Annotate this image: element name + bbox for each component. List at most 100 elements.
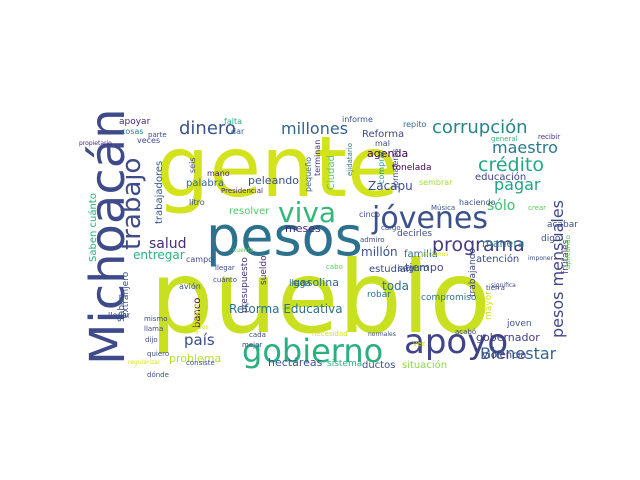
word-120: cuenta	[233, 247, 254, 254]
word-23: agenda	[367, 147, 408, 160]
word-67: cosas	[121, 127, 144, 136]
word-108: normales	[368, 331, 396, 338]
word-52: extranjero	[121, 271, 131, 318]
word-71: repito	[403, 120, 426, 129]
word-3: pesos	[206, 205, 363, 268]
word-4: jóvenes	[371, 201, 488, 236]
word-47: Ciudad	[326, 155, 337, 190]
word-85: parte	[148, 131, 167, 139]
word-102: cabo	[326, 263, 343, 271]
word-55: sueldo	[259, 255, 269, 285]
word-50: trabajadores	[154, 161, 165, 224]
word-118: personas	[421, 251, 448, 258]
word-65: seguro	[398, 264, 429, 274]
word-54: presupuesto	[240, 257, 250, 313]
word-40: sistema	[327, 359, 362, 369]
word-63: acabar	[547, 220, 578, 230]
word-13: millones	[281, 119, 348, 138]
word-119: lienzos	[188, 324, 209, 331]
word-0: pueblo	[150, 239, 491, 356]
word-95: quiero	[147, 350, 169, 358]
word-28: familia	[404, 249, 438, 260]
word-31: gobernador	[476, 331, 540, 344]
word-45: peleando	[248, 174, 299, 187]
word-26: toda	[382, 279, 409, 293]
word-77: cinco	[359, 210, 380, 219]
word-33: manera	[482, 237, 524, 250]
word-86: seis	[188, 158, 197, 173]
word-14: maestro	[492, 138, 558, 157]
word-92: mismo	[144, 315, 168, 323]
word-70: informe	[342, 115, 373, 124]
word-17: pesos mensuales	[548, 200, 567, 338]
word-99: cada	[249, 331, 266, 339]
word-90: avión	[179, 281, 201, 291]
word-39: hectáreas	[268, 356, 323, 369]
word-34: educación	[475, 171, 526, 183]
word-104: cargo	[381, 224, 401, 232]
word-18: Bienestar	[480, 344, 557, 363]
word-66: apoyar	[119, 117, 151, 127]
word-9: programa	[432, 234, 525, 256]
word-16: sólo	[487, 198, 515, 214]
word-114: Presidencial	[221, 187, 263, 195]
word-97: mejor	[242, 341, 262, 349]
word-24: Zacapu	[368, 179, 413, 193]
word-20: salud	[149, 236, 187, 252]
word-61: frutales	[561, 239, 571, 274]
word-93: llama	[144, 325, 163, 333]
word-42: situación	[402, 359, 447, 371]
word-6: apoyo	[404, 322, 508, 362]
word-37: compromiso	[421, 293, 477, 303]
word-51: Saben cuánto	[87, 193, 99, 262]
word-60: mayor	[484, 291, 494, 320]
word-101: cuánto	[213, 276, 237, 284]
word-69: dar	[231, 127, 245, 136]
word-79: Música	[431, 204, 455, 212]
word-80: haciendo	[459, 198, 496, 207]
word-29: estudian	[369, 264, 412, 275]
word-2: Michoacán	[80, 108, 136, 365]
word-76: comprar	[377, 150, 386, 184]
word-109: vez	[413, 340, 425, 348]
word-78: sembrar	[419, 178, 453, 187]
word-53: Saben	[117, 294, 127, 322]
word-84: veces	[137, 136, 160, 145]
word-64: decirles	[397, 229, 432, 239]
word-59: trabajando	[468, 248, 478, 297]
word-25: tiempo	[405, 261, 444, 274]
word-12: dinero	[179, 118, 236, 139]
word-106: aplicando	[564, 235, 572, 269]
word-107: necesidad	[312, 330, 348, 338]
word-75: jornaleros	[391, 148, 400, 189]
word-68: falta	[224, 117, 242, 126]
word-111: significa	[491, 282, 516, 289]
word-32: violencia	[482, 350, 527, 361]
word-48: palabra	[186, 178, 224, 189]
word-1: gente	[156, 118, 399, 216]
word-49: meses	[285, 222, 321, 235]
word-30: atención	[476, 253, 519, 265]
word-96: dónde	[147, 371, 169, 379]
word-98: consiste	[186, 359, 215, 367]
word-110: acabó	[455, 328, 476, 336]
word-15: pagar	[494, 175, 541, 194]
word-115: abandono	[193, 304, 200, 334]
word-36: Reforma	[362, 129, 404, 140]
word-116: propietario	[79, 140, 112, 147]
word-7: viva	[278, 196, 336, 229]
word-105: tierra	[486, 284, 505, 292]
word-21: Reforma Educativa	[229, 302, 343, 316]
word-44: banco	[192, 298, 203, 328]
word-11: crédito	[478, 154, 544, 176]
word-117: regularizar	[128, 359, 161, 366]
word-112: imponer	[528, 255, 553, 262]
word-27: millón	[361, 245, 398, 259]
word-100: llegar	[215, 264, 235, 272]
word-46: resolver	[229, 206, 270, 217]
word-82: general	[491, 135, 518, 143]
word-113: ejidatario	[346, 143, 354, 176]
word-88: litro	[189, 198, 205, 207]
word-38: gasolina	[293, 276, 339, 289]
